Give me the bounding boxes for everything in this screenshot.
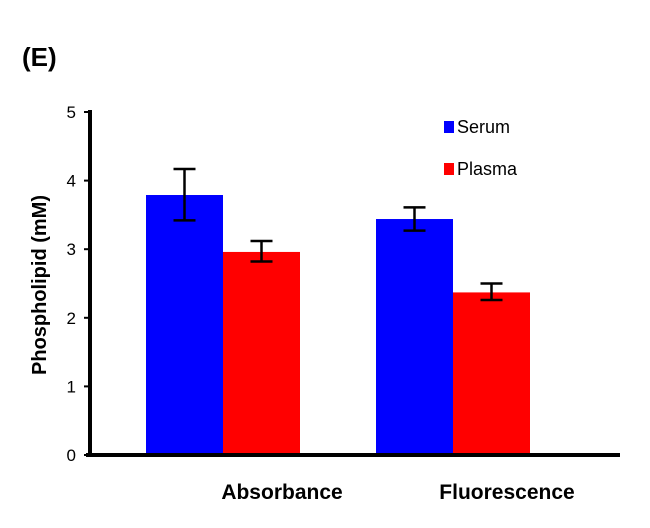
y-tick-label: 4	[67, 172, 76, 191]
bar-plasma-absorbance	[223, 251, 300, 455]
x-tick-label: Fluorescence	[439, 481, 574, 504]
legend-swatch-serum	[444, 121, 454, 133]
bar-plasma-fluorescence	[453, 292, 530, 455]
legend-swatch-plasma	[444, 163, 454, 175]
y-tick-label: 5	[67, 103, 76, 122]
panel-label: (E)	[22, 42, 57, 72]
bar-serum-absorbance	[146, 195, 223, 456]
y-tick-label: 3	[67, 240, 76, 259]
legend-label: Serum	[457, 117, 510, 137]
y-tick-label: 0	[67, 446, 76, 465]
y-tick-label: 2	[67, 309, 76, 328]
y-axis-label: Phospholipid (mM)	[29, 195, 51, 375]
bar-serum-fluorescence	[376, 219, 453, 455]
y-tick-label: 1	[67, 377, 76, 396]
x-tick-label: Absorbance	[221, 481, 342, 504]
legend-label: Plasma	[457, 159, 518, 179]
